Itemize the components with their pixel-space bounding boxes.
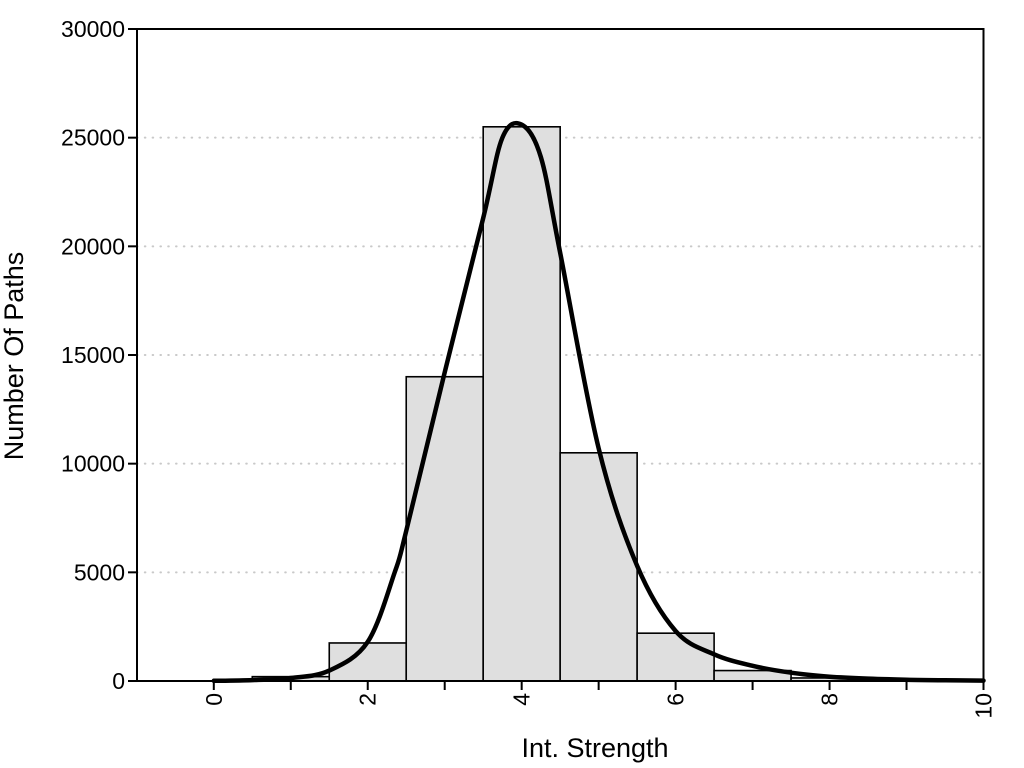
x-axis-title: Int. Strength (521, 733, 669, 763)
y-axis-title-wrap: Number Of Paths (0, 16, 33, 696)
x-tick-label: 2 (355, 693, 381, 706)
x-tick-label: 0 (201, 693, 227, 706)
x-tick-label: 6 (663, 693, 689, 706)
y-tick-label: 5000 (74, 559, 125, 585)
x-tick-label: 8 (817, 693, 843, 706)
histogram-bar (405, 375, 484, 682)
y-tick-label: 20000 (61, 233, 125, 259)
y-tick-label: 30000 (61, 16, 125, 42)
density-curve (211, 120, 986, 684)
histogram-bar (328, 642, 408, 682)
y-tick-label: 10000 (61, 451, 125, 477)
y-tick-label: 15000 (61, 342, 125, 368)
histogram-bar (482, 126, 561, 682)
y-tick-label: 25000 (61, 125, 125, 151)
histogram-bar (559, 451, 638, 682)
x-tick-label: 4 (509, 693, 535, 706)
histogram-bar (636, 632, 715, 682)
x-tick-label: 10 (971, 693, 997, 719)
y-tick-label: 0 (112, 668, 125, 694)
y-axis-title: Number Of Paths (0, 251, 29, 461)
